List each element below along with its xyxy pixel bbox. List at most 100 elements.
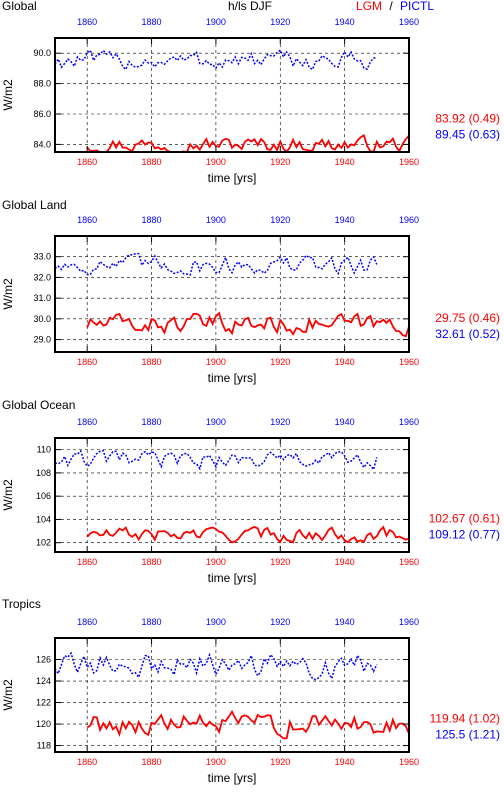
- panel-2-frame: [54, 235, 410, 353]
- panel-4-xlabel: time [yrs]: [208, 771, 257, 785]
- panel-4-xtick-label-top: 1920: [270, 617, 290, 627]
- panel-2-xtick-label-top: 1920: [270, 215, 290, 225]
- legend-label-pictl: PICTL: [400, 0, 434, 13]
- panel-3-xtick-label-top: 1860: [77, 417, 97, 427]
- panel-1-title: Global: [2, 0, 37, 13]
- panel-1-xlabel: time [yrs]: [208, 171, 257, 185]
- panel-4-xtick-label-top: 1960: [399, 617, 419, 627]
- panel-1-xtick-label-bottom: 1960: [399, 157, 419, 167]
- panel-3-ytick-label: 110: [37, 445, 51, 455]
- panel-3-series-lgm: [86, 525, 410, 544]
- panel-4-xtick-label-top: 1900: [206, 617, 226, 627]
- panel-4-ylabel: W/m2: [1, 679, 15, 711]
- panel-3-xtick-label-top: 1940: [335, 417, 355, 427]
- panel-3-xtick-label-bottom: 1880: [142, 557, 162, 567]
- panel-1-xtick-label-bottom: 1920: [270, 157, 290, 167]
- panel-2-ytick-label: 33.0: [33, 252, 51, 262]
- panel-1-frame: [54, 37, 410, 153]
- panel-2-xtick-label-bottom: 1860: [77, 357, 97, 367]
- panel-1-series-pictl: [54, 48, 377, 71]
- panel-2-ytick-label: 30.0: [33, 314, 51, 324]
- panel-2-ytick-label: 29.0: [33, 335, 51, 345]
- panel-4-title: Tropics: [2, 597, 41, 611]
- panel-4-series-lgm: [86, 709, 410, 740]
- panel-3-summary-pictl: 109.12 (0.77): [429, 527, 500, 541]
- panel-3-summary-lgm: 102.67 (0.61): [429, 511, 500, 525]
- panel-2-xtick-label-bottom: 1900: [206, 357, 226, 367]
- panel-3-xtick-label-top: 1960: [399, 417, 419, 427]
- panel-1-series-lgm: [86, 133, 410, 154]
- panel-3-xtick-label-bottom: 1960: [399, 557, 419, 567]
- panel-3-xtick-label-bottom: 1920: [270, 557, 290, 567]
- panel-4-ytick-label: 118: [37, 741, 51, 751]
- panel-2-summary-pictl: 32.61 (0.52): [435, 327, 500, 341]
- panel-3-ytick-label: 104: [36, 514, 51, 524]
- panel-4-frame: [54, 637, 410, 753]
- panel-3-ytick-label: 102: [36, 538, 51, 548]
- panel-3-series-pictl: [54, 449, 378, 472]
- panel-1-summary-pictl: 89.45 (0.63): [435, 127, 500, 141]
- panel-4-xtick-label-top: 1880: [142, 617, 162, 627]
- panel-2-xtick-label-bottom: 1880: [142, 357, 162, 367]
- panel-1-xtick-label-bottom: 1940: [335, 157, 355, 167]
- panel-1-xtick-label-top: 1880: [142, 17, 162, 27]
- panel-2-xtick-label-top: 1860: [77, 215, 97, 225]
- panel-4-ytick-label: 122: [36, 698, 51, 708]
- panel-3-xtick-label-bottom: 1860: [77, 557, 97, 567]
- panel-2-xtick-label-top: 1940: [335, 215, 355, 225]
- panel-2-xtick-label-bottom: 1960: [399, 357, 419, 367]
- panel-1-xtick-label-bottom: 1900: [206, 157, 226, 167]
- panel-1-ytick-label: 84.0: [33, 139, 51, 149]
- panel-3-title: Global Ocean: [2, 398, 75, 412]
- panel-3-ytick-label: 108: [36, 468, 51, 478]
- panel-4-ytick-label: 120: [36, 719, 51, 729]
- panel-4-xtick-label-top: 1940: [335, 617, 355, 627]
- panel-1-ytick-label: 90.0: [33, 48, 51, 58]
- panel-1-xtick-label-bottom: 1860: [77, 157, 97, 167]
- panel-4-ytick-label: 126: [36, 655, 51, 665]
- panel-2-xtick-label-bottom: 1940: [335, 357, 355, 367]
- panel-4-xtick-label-top: 1860: [77, 617, 97, 627]
- panel-1-summary-lgm: 83.92 (0.49): [435, 111, 500, 125]
- panel-2-summary-lgm: 29.75 (0.46): [435, 311, 500, 325]
- panel-4-xtick-label-bottom: 1960: [399, 757, 419, 767]
- panel-1-xtick-label-top: 1920: [270, 17, 290, 27]
- panel-1-xtick-label-top: 1940: [335, 17, 355, 27]
- panel-2-series-pictl: [54, 252, 378, 276]
- panel-3-xtick-label-top: 1880: [142, 417, 162, 427]
- panel-3-ylabel: W/m2: [1, 479, 15, 511]
- panel-2-xtick-label-top: 1960: [399, 215, 419, 225]
- panel-4-summary-pictl: 125.5 (1.21): [435, 727, 500, 741]
- panel-4-series-pictl: [54, 651, 378, 681]
- panel-1-xtick-label-top: 1960: [399, 17, 419, 27]
- panel-2-ytick-label: 32.0: [33, 272, 51, 282]
- panel-2-ylabel: W/m2: [1, 278, 15, 310]
- panel-1-ylabel: W/m2: [1, 79, 15, 111]
- panel-3-xtick-label-bottom: 1940: [335, 557, 355, 567]
- panel-2-xtick-label-bottom: 1920: [270, 357, 290, 367]
- panel-4-xtick-label-bottom: 1880: [142, 757, 162, 767]
- panel-2-xtick-label-top: 1880: [142, 215, 162, 225]
- panel-1-ytick-label: 86.0: [33, 109, 51, 119]
- panel-4-ytick-label: 124: [36, 676, 51, 686]
- panel-4-xtick-label-bottom: 1920: [270, 757, 290, 767]
- panel-2-xlabel: time [yrs]: [208, 371, 257, 385]
- panel-4-xtick-label-bottom: 1900: [206, 757, 226, 767]
- panel-3-xtick-label-top: 1900: [206, 417, 226, 427]
- panel-4-xtick-label-bottom: 1860: [77, 757, 97, 767]
- panel-2-series-lgm: [86, 311, 410, 338]
- panel-4-summary-lgm: 119.94 (1.02): [430, 711, 501, 725]
- panel-3-frame: [54, 437, 410, 553]
- panel-3-xtick-label-bottom: 1900: [206, 557, 226, 567]
- panel-2-ytick-label: 31.0: [33, 293, 51, 303]
- panel-1-ytick-label: 88.0: [33, 79, 51, 89]
- panel-1-xtick-label-top: 1860: [77, 17, 97, 27]
- legend-label-lgm: LGM: [356, 0, 382, 13]
- panel-3-xlabel: time [yrs]: [208, 571, 257, 585]
- panel-3-xtick-label-top: 1920: [270, 417, 290, 427]
- panel-3-ytick-label: 106: [36, 491, 51, 501]
- panel-2-title: Global Land: [2, 198, 67, 212]
- panel-1-xtick-label-bottom: 1880: [142, 157, 162, 167]
- panel-1-xtick-label-top: 1900: [206, 17, 226, 27]
